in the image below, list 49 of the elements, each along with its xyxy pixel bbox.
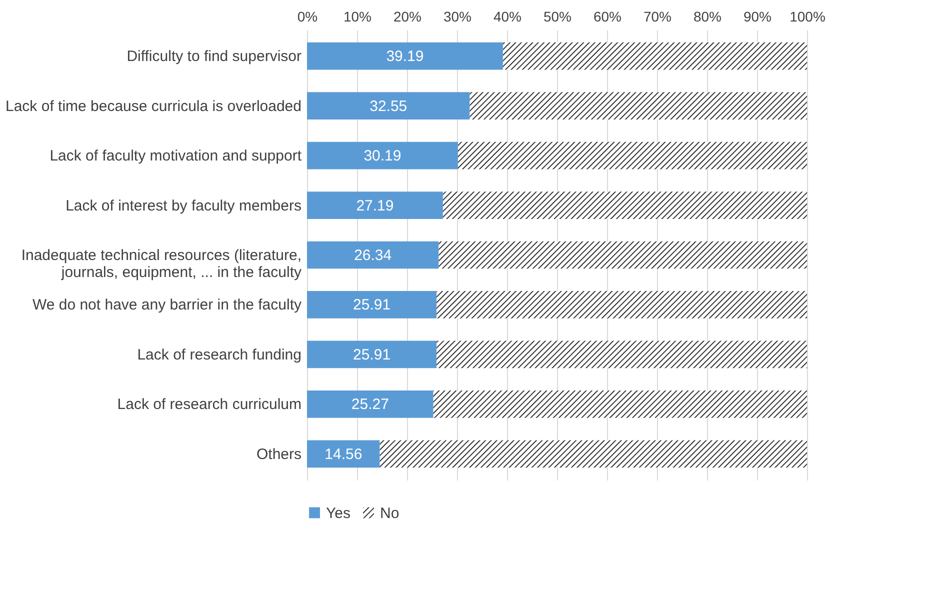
bar <box>307 440 380 468</box>
bar <box>380 440 807 468</box>
data-label: 26.34 <box>354 247 392 264</box>
x-tick-label: 20% <box>393 8 422 24</box>
x-tick-label: 80% <box>693 8 722 24</box>
x-tick-label: 40% <box>493 8 522 24</box>
bar <box>442 192 807 219</box>
data-label: 39.19 <box>386 48 424 66</box>
x-tick-label: 70% <box>643 8 672 24</box>
x-tick-label: 0% <box>297 8 318 24</box>
bar <box>436 340 807 368</box>
x-tick-label: 90% <box>743 8 772 24</box>
y-tick-label: Others <box>256 446 302 463</box>
y-tick-label: Inadequate technical resources (literature, journals, equipment, ... in the faculty <box>21 247 302 281</box>
y-tick-label: Lack of interest by faculty members <box>66 197 302 214</box>
data-label: 14.56 <box>324 446 362 463</box>
y-tick-label: Lack of faculty motivation and support <box>50 148 302 165</box>
bar <box>470 92 807 120</box>
bar <box>502 42 807 70</box>
bar <box>436 291 807 318</box>
data-label: 30.19 <box>364 148 402 165</box>
y-tick-label: Lack of research funding <box>137 346 302 364</box>
bar <box>307 142 458 170</box>
data-label: 25.91 <box>353 346 391 364</box>
bar <box>307 291 437 318</box>
data-label: 25.27 <box>351 396 389 414</box>
bar <box>307 241 439 269</box>
y-tick-label: Difficulty to find supervisor <box>126 48 302 66</box>
bar <box>307 390 434 418</box>
legend-label: No <box>380 504 400 522</box>
data-label: 27.19 <box>356 197 394 214</box>
bar <box>438 241 807 269</box>
bar <box>307 42 503 70</box>
legend-label: Yes <box>326 504 350 522</box>
bar <box>433 390 807 418</box>
bar <box>307 92 470 120</box>
x-tick-label: 30% <box>443 8 472 24</box>
data-label: 25.91 <box>353 296 391 314</box>
y-tick-label: We do not have any barrier in the faculty <box>32 296 302 314</box>
data-label: 32.55 <box>370 98 408 115</box>
y-tick-label: Lack of time because curricula is overloaded <box>6 98 302 115</box>
x-tick-label: 50% <box>543 8 572 24</box>
x-tick-label: 100% <box>790 8 826 24</box>
bar <box>307 192 443 219</box>
x-tick-label: 60% <box>593 8 622 24</box>
bar <box>307 340 437 368</box>
bar <box>458 142 807 170</box>
x-tick-label: 10% <box>343 8 372 24</box>
y-tick-label: Lack of research curriculum <box>117 396 302 414</box>
